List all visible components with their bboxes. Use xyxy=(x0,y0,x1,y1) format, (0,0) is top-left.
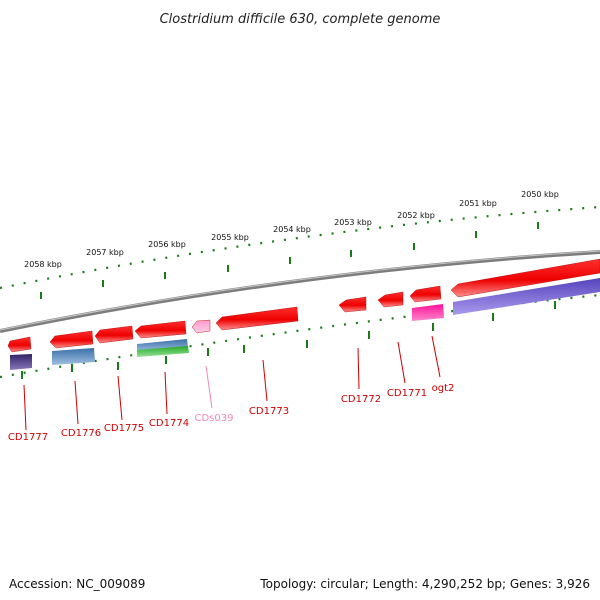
gene-label: CD1774 xyxy=(149,418,189,429)
tick-label: 2054 kbp xyxy=(273,225,311,234)
gene-leader-line xyxy=(397,341,406,384)
upper-tick-ruler xyxy=(0,205,600,290)
gene-label-group: CD1777 CD1776 CD1775 CD1774 CDs039 CD1773 CD17… xyxy=(8,335,455,443)
gene-leader-line xyxy=(357,347,360,390)
cds039-rna xyxy=(191,319,211,334)
gene-label: CDs039 xyxy=(195,413,234,424)
cd1777-domain xyxy=(10,354,32,370)
cd1776-cds xyxy=(49,330,94,349)
gene-leader-line xyxy=(23,384,27,431)
tick-label: 2058 kbp xyxy=(24,260,62,269)
large-cds xyxy=(450,258,600,298)
gene-leader-line xyxy=(262,359,268,402)
gene-leader-line xyxy=(431,335,441,378)
gene-label: CD1775 xyxy=(104,423,144,434)
cd1773-cds xyxy=(215,306,299,331)
gene-leader-line xyxy=(74,380,79,425)
large-domain xyxy=(453,278,600,315)
tick-label: 2057 kbp xyxy=(86,248,124,257)
tick-label: 2056 kbp xyxy=(148,240,186,249)
cd1774-domain-green xyxy=(137,346,189,357)
map-title: Clostridium difficile 630, complete geno… xyxy=(160,12,441,27)
gene-label: CD1776 xyxy=(61,428,101,439)
ogt2-domain xyxy=(412,304,444,321)
lower-tick-ruler xyxy=(0,293,600,379)
ogt2-cds xyxy=(409,285,442,303)
cd1774-cds xyxy=(134,320,187,339)
feature-group xyxy=(7,258,600,370)
tick-label: 2053 kbp xyxy=(334,218,372,227)
genome-summary-text: Topology: circular; Length: 4,290,252 bp… xyxy=(260,577,590,591)
tick-label: 2051 kbp xyxy=(459,199,497,208)
cd1777-cds xyxy=(7,336,32,353)
gene-label: CD1773 xyxy=(249,406,289,417)
cd1771-cds xyxy=(377,291,404,308)
cd1775-cds xyxy=(94,325,134,344)
gene-label: CD1771 xyxy=(387,388,427,399)
tick-label: 2055 kbp xyxy=(211,233,249,242)
accession-text: Accession: NC_009089 xyxy=(9,577,146,591)
tick-group: 2058 kbp 2057 kbp 2056 kbp 2055 kbp 2054 kbp… xyxy=(21,190,559,379)
tick-label: 2050 kbp xyxy=(521,190,559,199)
gene-leader-line xyxy=(205,365,213,409)
tick-label: 2052 kbp xyxy=(397,211,435,220)
cd1776-domain xyxy=(52,348,95,365)
gene-label: CD1772 xyxy=(341,394,381,405)
genome-backbone xyxy=(0,250,600,333)
gene-leader-line xyxy=(117,375,123,421)
cd1774-domain-blue xyxy=(137,339,188,352)
gene-label: ogt2 xyxy=(432,383,455,394)
cd1772-cds xyxy=(338,296,367,313)
gene-label: CD1777 xyxy=(8,432,48,443)
gene-leader-line xyxy=(164,371,168,415)
